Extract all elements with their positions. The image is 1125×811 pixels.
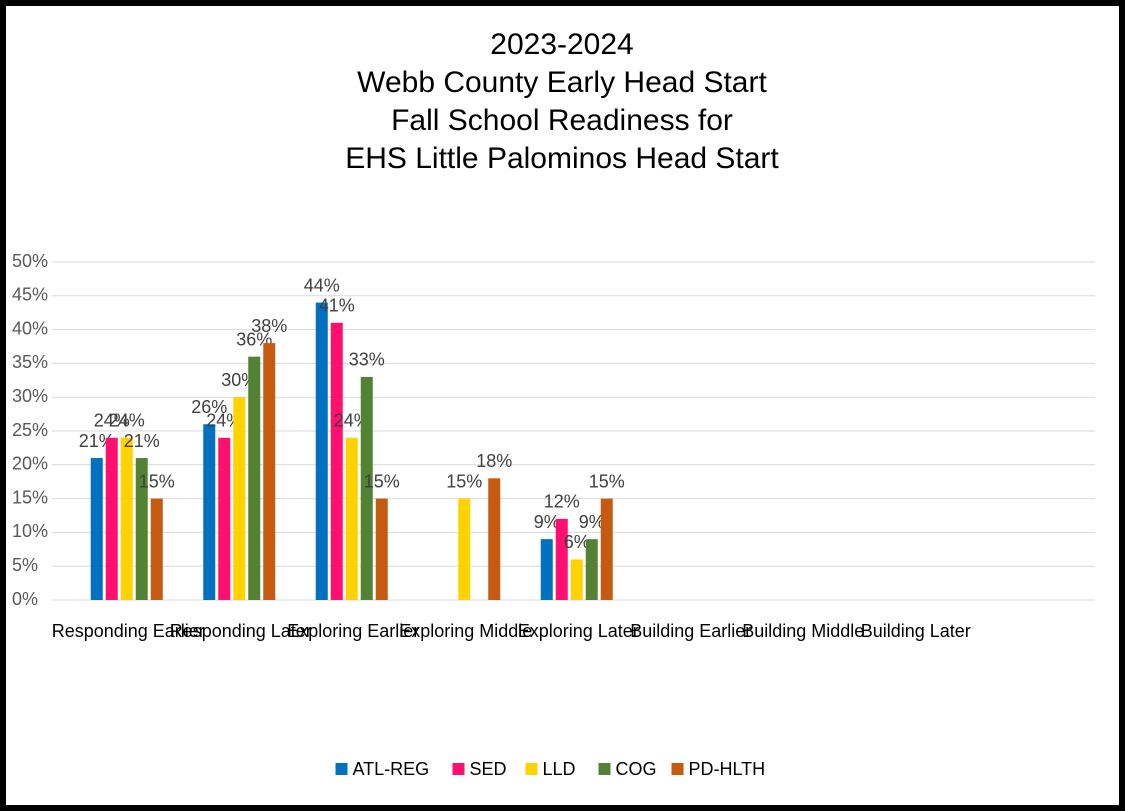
bar <box>90 458 103 600</box>
data-label: 6% <box>564 532 590 552</box>
bar <box>330 322 343 600</box>
bar <box>120 437 133 600</box>
bar <box>585 539 598 600</box>
bar <box>600 498 613 600</box>
legend-swatch <box>335 763 348 775</box>
y-tick-label: 0% <box>12 589 38 609</box>
data-label: 26% <box>191 397 227 417</box>
x-tick-label: Building Earlier <box>630 621 751 641</box>
bar <box>540 539 553 600</box>
legend-label: PD-HLTH <box>689 759 766 779</box>
legend-label: ATL-REG <box>353 759 430 779</box>
bar <box>135 458 148 600</box>
legend-swatch <box>452 763 465 775</box>
x-tick-label: Responding Earlier <box>52 621 205 641</box>
bar <box>570 559 583 600</box>
bar <box>218 437 231 600</box>
data-label: 18% <box>476 451 512 471</box>
chart-title: EHS Little Palominos Head Start <box>345 142 779 175</box>
bar <box>150 498 163 600</box>
x-tick-label: Building Middle <box>742 621 864 641</box>
bar <box>263 343 276 600</box>
y-tick-label: 45% <box>12 285 48 305</box>
data-label: 15% <box>589 471 625 491</box>
y-tick-label: 40% <box>12 318 48 338</box>
bar <box>233 397 246 600</box>
data-label: 38% <box>251 316 287 336</box>
legend-label: COG <box>616 759 657 779</box>
y-tick-label: 15% <box>12 487 48 507</box>
legend-label: LLD <box>543 759 576 779</box>
chart-title: 2023-2024 <box>490 28 633 61</box>
bar <box>458 498 471 600</box>
data-label: 21% <box>124 431 160 451</box>
chart-title: Webb County Early Head Start <box>357 66 767 99</box>
legend-swatch <box>598 763 611 775</box>
data-label: 15% <box>139 471 175 491</box>
data-label: 9% <box>534 512 560 532</box>
y-tick-label: 5% <box>12 555 38 575</box>
data-label: 15% <box>364 471 400 491</box>
y-tick-label: 35% <box>12 352 48 372</box>
bar <box>345 437 358 600</box>
data-label: 9% <box>579 512 605 532</box>
chart-title: Fall School Readiness for <box>391 104 733 137</box>
legend-label: SED <box>470 759 507 779</box>
legend-swatch <box>671 763 684 775</box>
x-tick-label: Exploring Later <box>518 621 639 641</box>
x-tick-label: Exploring Earlier <box>287 621 419 641</box>
bar <box>248 356 261 600</box>
bar <box>360 376 373 600</box>
bar <box>203 424 216 600</box>
data-label: 24% <box>109 411 145 431</box>
x-tick-label: Building Later <box>861 621 971 641</box>
bar <box>315 302 328 600</box>
data-label: 33% <box>349 350 385 370</box>
y-tick-label: 30% <box>12 386 48 406</box>
y-tick-label: 10% <box>12 521 48 541</box>
x-tick-label: Responding Later <box>170 621 312 641</box>
data-label: 41% <box>319 296 355 316</box>
y-tick-label: 50% <box>12 251 48 271</box>
y-tick-label: 25% <box>12 420 48 440</box>
bar <box>555 518 568 600</box>
legend-swatch <box>525 763 538 775</box>
x-tick-label: Exploring Middle <box>399 621 532 641</box>
bar <box>105 437 118 600</box>
bar <box>375 498 388 600</box>
data-label: 24% <box>94 411 130 431</box>
data-label: 12% <box>544 492 580 512</box>
data-label: 44% <box>304 275 340 295</box>
data-label: 15% <box>446 471 482 491</box>
bar <box>488 478 501 600</box>
y-tick-label: 20% <box>12 454 48 474</box>
